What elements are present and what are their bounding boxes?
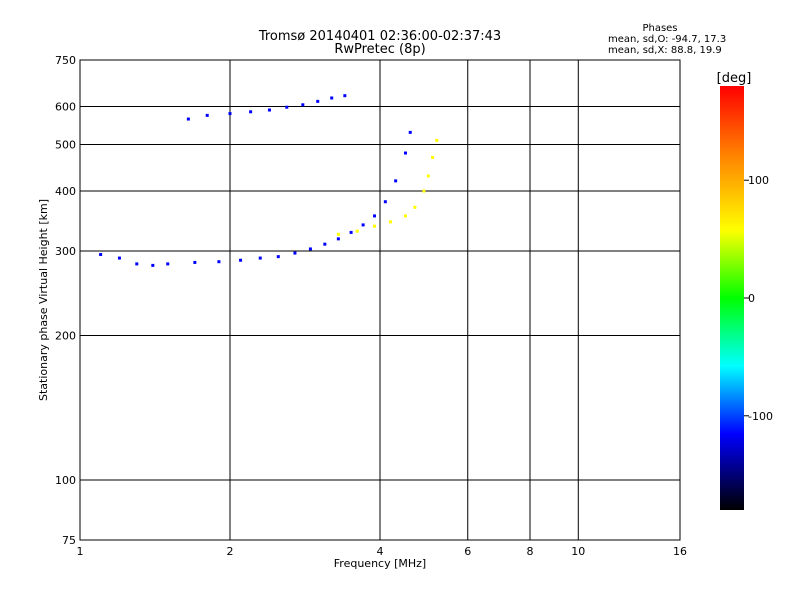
- data-point: [435, 138, 439, 142]
- x-tick-label: 1: [77, 545, 84, 558]
- stats-o-line: mean, sd,O: -94.7, 17.3: [608, 34, 726, 45]
- data-point: [336, 237, 340, 241]
- colorbar-ticks: 100 0 -100: [744, 174, 773, 423]
- colorbar: [720, 86, 744, 510]
- data-point: [349, 230, 353, 234]
- x-tick-label: 6: [464, 545, 471, 558]
- data-point: [323, 242, 327, 246]
- data-point: [413, 205, 417, 209]
- y-tick-label: 400: [55, 185, 76, 198]
- data-point: [151, 263, 155, 267]
- x-tick-label: 16: [673, 545, 687, 558]
- colorbar-tick-label: -100: [748, 410, 773, 423]
- stats-header: Phases: [642, 23, 677, 34]
- colorbar-tick-label: 100: [748, 174, 769, 187]
- data-point: [316, 99, 320, 103]
- data-point: [267, 108, 271, 112]
- y-tick-labels: 75 100 200 300 400 500 600 750: [55, 54, 76, 547]
- colorbar-label: [deg]: [717, 71, 752, 86]
- data-point: [343, 94, 347, 98]
- y-tick-label: 500: [55, 139, 76, 152]
- y-axis-label: Stationary phase Virtual Height [km]: [37, 199, 50, 401]
- stats-x-line: mean, sd,X: 88.8, 19.9: [608, 45, 722, 56]
- x-tick-label: 8: [527, 545, 534, 558]
- x-tick-label: 10: [571, 545, 585, 558]
- data-point: [228, 112, 232, 116]
- data-point: [135, 262, 139, 266]
- data-point: [361, 223, 365, 227]
- data-point: [249, 110, 253, 114]
- data-point: [308, 247, 312, 251]
- y-tick-label: 100: [55, 474, 76, 487]
- data-point: [276, 255, 280, 259]
- data-point: [403, 151, 407, 155]
- data-point: [217, 260, 221, 264]
- y-tick-label: 750: [55, 54, 76, 67]
- plot-grid: [80, 60, 680, 540]
- data-point: [373, 214, 377, 218]
- y-tick-label: 600: [55, 101, 76, 114]
- data-point: [117, 256, 121, 260]
- data-point: [239, 258, 243, 262]
- data-point: [373, 224, 377, 228]
- data-point: [186, 117, 190, 121]
- chart-title-line1: Tromsø 20140401 02:36:00-02:37:43: [258, 29, 501, 44]
- colorbar-tick-label: 0: [748, 292, 755, 305]
- data-point: [330, 96, 334, 100]
- data-point: [426, 174, 430, 178]
- x-tick-label: 2: [227, 545, 234, 558]
- data-point: [408, 130, 412, 134]
- x-tick-label: 4: [377, 545, 384, 558]
- data-point: [403, 214, 407, 218]
- data-point: [422, 189, 426, 193]
- data-point: [166, 262, 170, 266]
- data-point: [383, 200, 387, 204]
- data-point: [355, 229, 359, 233]
- data-point: [205, 113, 209, 117]
- y-tick-label: 200: [55, 330, 76, 343]
- chart-title-line2: RwPretec (8p): [334, 42, 425, 57]
- data-point: [99, 253, 103, 257]
- data-point: [285, 105, 289, 109]
- data-point: [293, 251, 297, 255]
- data-point: [394, 179, 398, 183]
- data-point: [258, 256, 262, 260]
- data-point: [431, 155, 435, 159]
- data-point: [336, 232, 340, 236]
- data-point: [389, 220, 393, 224]
- data-point: [301, 103, 305, 107]
- x-tick-labels: 1 2 4 6 8 10 16: [77, 545, 688, 558]
- x-axis-label: Frequency [MHz]: [334, 557, 426, 570]
- data-points: [99, 94, 439, 267]
- plot-frame: [79, 59, 681, 541]
- data-point: [193, 260, 197, 264]
- y-tick-label: 75: [62, 534, 76, 547]
- y-tick-label: 300: [55, 245, 76, 258]
